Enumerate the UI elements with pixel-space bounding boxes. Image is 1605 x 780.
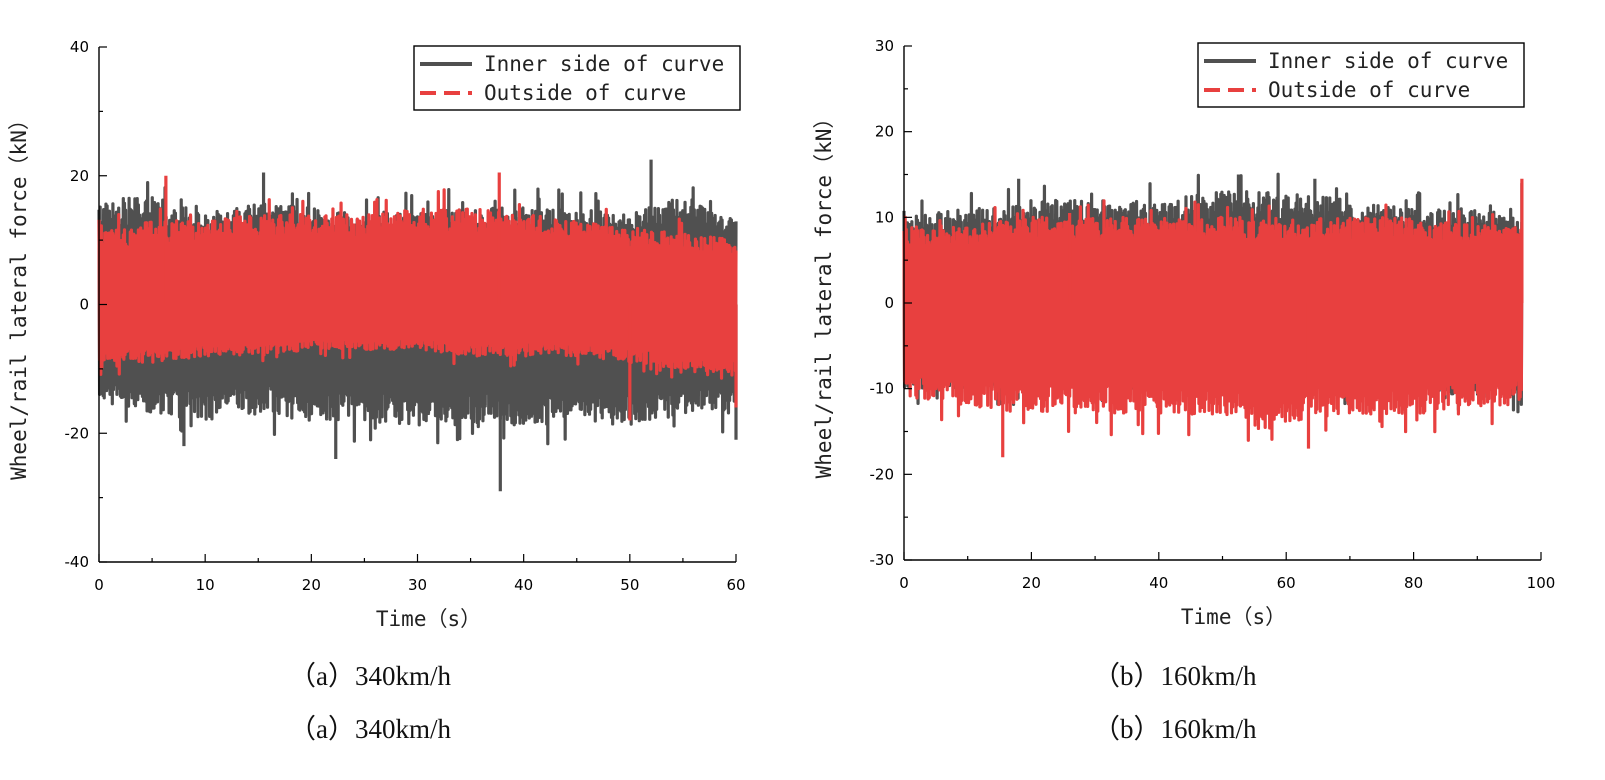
legend-box: [1197, 42, 1525, 108]
legend: Inner side of curve Outside of curve: [413, 45, 741, 111]
x-tick-label: 30: [408, 576, 427, 594]
legend: Inner side of curve Outside of curve: [1197, 42, 1525, 108]
y-tick-label: -20: [870, 465, 895, 483]
x-tick-label: 40: [514, 576, 533, 594]
y-tick-label: -10: [870, 380, 895, 398]
x-tick-label: 80: [1404, 574, 1423, 592]
y-tick-label: 10: [875, 208, 894, 226]
x-tick-label: 60: [1277, 574, 1296, 592]
caption-a: （a）340km/h: [289, 661, 451, 691]
chart-panel-a: 0 10 20 30 40 50 60 -40 -20 0 20 40 Time（s） Wheel/rai…: [0, 0, 790, 650]
x-tick-label: 100: [1527, 574, 1556, 592]
y-tick-label: 20: [875, 123, 894, 141]
series-group: [902, 172, 1524, 458]
x-tick-label: 20: [1022, 574, 1041, 592]
y-axis-title: Wheel/rail lateral force（kN）: [7, 109, 31, 480]
y-tick-label: 30: [875, 37, 894, 55]
series-line-outside: [902, 199, 1524, 442]
caption-b-repeat: （b）160km/h: [1093, 714, 1257, 744]
caption-a-repeat: （a）340km/h: [289, 714, 451, 744]
chart-a-svg: 0 10 20 30 40 50 60 -40 -20 0 20 40 Time（s） Wheel/rai…: [7, 38, 746, 631]
x-tick-label: 20: [302, 576, 321, 594]
y-tick-label: -40: [65, 553, 90, 571]
caption-b: （b）160km/h: [1093, 661, 1257, 691]
x-tick-label: 50: [620, 576, 639, 594]
x-tick-label: 0: [899, 574, 909, 592]
y-tick-label: 0: [884, 294, 894, 312]
y-tick-label: -20: [65, 424, 90, 442]
y-tick-label: 40: [70, 38, 89, 56]
axes-group: 0 20 40 60 80 100 -30 -20 -10 0 10 20 30 Time（s） Wheel…: [812, 37, 1555, 629]
legend-label-inner: Inner side of curve: [484, 52, 724, 76]
x-tick-label: 0: [94, 576, 104, 594]
series-group: [97, 159, 738, 492]
x-axis-title: Time（s）: [1181, 605, 1286, 629]
chart-b-svg: 0 20 40 60 80 100 -30 -20 -10 0 10 20 30 Time（s） Wheel…: [812, 37, 1555, 629]
y-tick-label: 20: [70, 167, 89, 185]
x-tick-label: 10: [196, 576, 215, 594]
legend-label-outside: Outside of curve: [1268, 78, 1470, 102]
legend-label-inner: Inner side of curve: [1268, 49, 1508, 73]
y-axis-title: Wheel/rail lateral force（kN）: [812, 108, 836, 479]
axes-group: 0 10 20 30 40 50 60 -40 -20 0 20 40 Time（s） Wheel/rai…: [7, 38, 746, 631]
chart-panel-b: 0 20 40 60 80 100 -30 -20 -10 0 10 20 30 Time（s） Wheel…: [805, 0, 1595, 650]
x-tick-label: 40: [1149, 574, 1168, 592]
legend-label-outside: Outside of curve: [484, 81, 686, 105]
legend-box: [413, 45, 741, 111]
y-tick-label: -30: [870, 551, 895, 569]
x-axis-title: Time（s）: [376, 607, 481, 631]
y-tick-label: 0: [79, 296, 89, 314]
x-tick-label: 60: [726, 576, 745, 594]
